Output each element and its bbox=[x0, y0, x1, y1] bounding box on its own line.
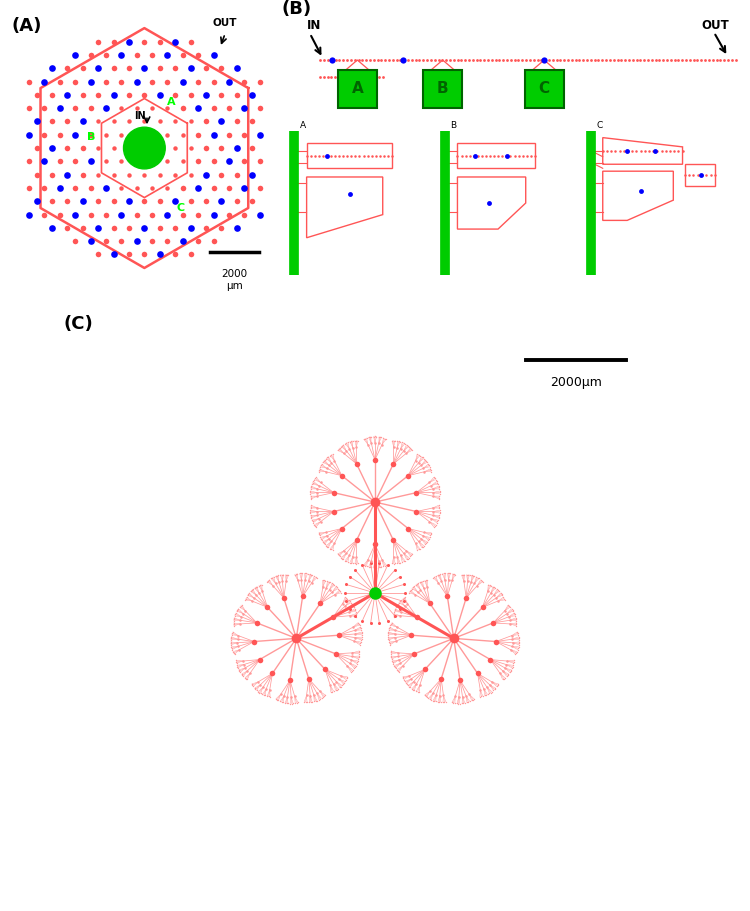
Text: (B): (B) bbox=[281, 0, 311, 17]
Text: C: C bbox=[597, 121, 603, 129]
Text: IN: IN bbox=[307, 19, 321, 33]
FancyBboxPatch shape bbox=[525, 70, 563, 107]
Text: B: B bbox=[87, 132, 95, 142]
Text: A: A bbox=[166, 97, 176, 107]
Text: OUT: OUT bbox=[212, 17, 237, 27]
Text: (C): (C) bbox=[63, 315, 93, 333]
FancyBboxPatch shape bbox=[423, 70, 462, 107]
Text: A: A bbox=[352, 81, 363, 97]
Text: 2000μm: 2000μm bbox=[550, 376, 602, 389]
Text: B: B bbox=[436, 81, 448, 97]
Text: IN: IN bbox=[134, 111, 146, 121]
Text: 2000
μm: 2000 μm bbox=[221, 270, 248, 291]
Circle shape bbox=[124, 128, 165, 169]
Text: B: B bbox=[451, 121, 457, 129]
Text: (A): (A) bbox=[11, 16, 42, 35]
Text: OUT: OUT bbox=[701, 19, 729, 33]
Text: A: A bbox=[300, 121, 306, 129]
Text: C: C bbox=[538, 81, 550, 97]
FancyBboxPatch shape bbox=[338, 70, 376, 107]
Text: C: C bbox=[177, 202, 185, 212]
